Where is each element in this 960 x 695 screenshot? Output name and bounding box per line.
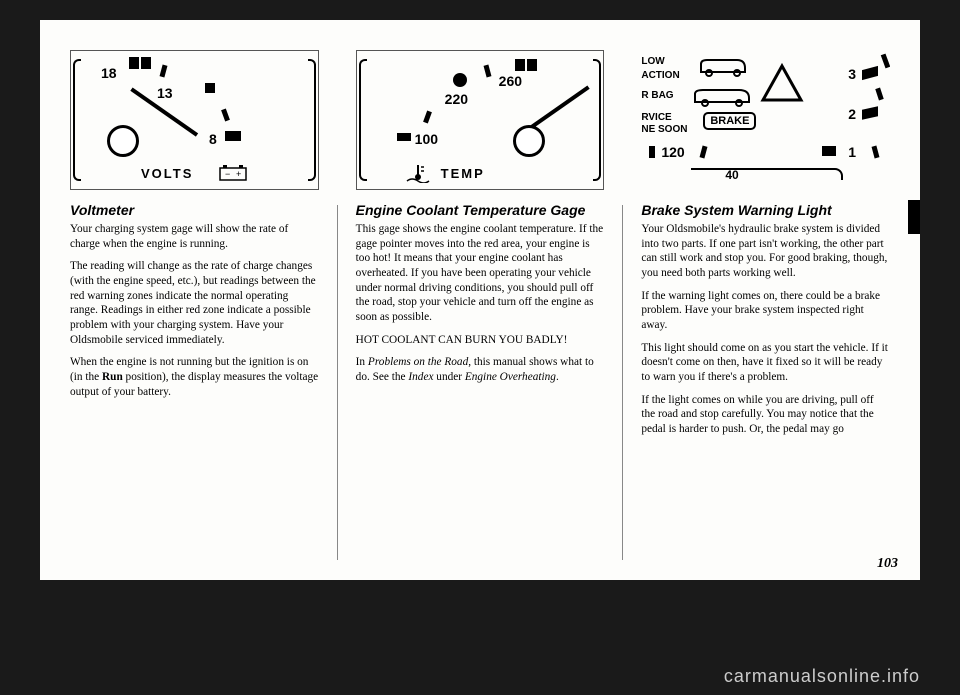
brake-cluster: LOW ACTION R BAG RVICE NE SOON BRAKE 3 2… <box>641 50 890 190</box>
brake-title: Brake System Warning Light <box>641 202 890 218</box>
volts-label: VOLTS <box>141 166 193 181</box>
coolant-gauge: 260 220 100 TEMP <box>356 50 605 190</box>
svg-text:−: − <box>225 169 230 179</box>
temp-label: TEMP <box>441 166 485 181</box>
brake-p1: Your Oldsmobile's hydraulic brake system… <box>641 222 890 281</box>
thermometer-icon <box>405 163 431 183</box>
volt-title: Voltmeter <box>70 202 319 218</box>
cluster-120: 120 <box>661 144 684 160</box>
volt-13: 13 <box>157 85 173 101</box>
brake-indicator: BRAKE <box>703 112 756 130</box>
temp-100: 100 <box>415 131 438 147</box>
volt-8: 8 <box>209 131 217 147</box>
column-coolant: 260 220 100 TEMP Engine Coolant Temperat… <box>356 50 605 560</box>
temp-260: 260 <box>499 73 522 89</box>
coolant-p2: HOT COOLANT CAN BURN YOU BADLY! <box>356 333 605 348</box>
rvice-label: RVICE <box>641 112 671 123</box>
thumb-tab <box>908 200 920 234</box>
brake-p2: If the warning light comes on, there cou… <box>641 289 890 333</box>
cluster-3: 3 <box>848 66 856 82</box>
svg-text:+: + <box>236 169 241 179</box>
nesoon-label: NE SOON <box>641 124 687 135</box>
battery-icon: −+ <box>219 165 247 181</box>
watermark: carmanualsonline.info <box>724 666 920 687</box>
page-number: 103 <box>877 556 898 572</box>
manual-page: 18 13 8 VOLTS −+ Voltmeter Your charging… <box>40 20 920 580</box>
action-label: ACTION <box>641 70 679 81</box>
brake-p4: If the light comes on while you are driv… <box>641 393 890 437</box>
temp-220: 220 <box>445 91 468 107</box>
van-icon-mid <box>691 86 753 108</box>
column-voltmeter: 18 13 8 VOLTS −+ Voltmeter Your charging… <box>70 50 319 560</box>
divider-2 <box>622 205 623 560</box>
warning-triangle-icon <box>759 62 805 104</box>
coolant-p3: In Problems on the Road, this manual sho… <box>356 355 605 384</box>
divider-1 <box>337 205 338 560</box>
cluster-2: 2 <box>848 106 856 122</box>
volt-18: 18 <box>101 65 117 81</box>
volt-p1: Your charging system gage will show the … <box>70 222 319 251</box>
volt-p2: The reading will change as the rate of c… <box>70 259 319 347</box>
cluster-1: 1 <box>848 144 856 160</box>
coolant-p1: This gage shows the engine coolant tempe… <box>356 222 605 325</box>
rbag-label: R BAG <box>641 90 673 101</box>
column-brake: LOW ACTION R BAG RVICE NE SOON BRAKE 3 2… <box>641 50 890 560</box>
brake-p3: This light should come on as you start t… <box>641 341 890 385</box>
coolant-title: Engine Coolant Temperature Gage <box>356 202 605 218</box>
low-label: LOW <box>641 56 664 67</box>
van-icon-top <box>697 56 749 78</box>
volt-p3: When the engine is not running but the i… <box>70 355 319 399</box>
voltmeter-gauge: 18 13 8 VOLTS −+ <box>70 50 319 190</box>
